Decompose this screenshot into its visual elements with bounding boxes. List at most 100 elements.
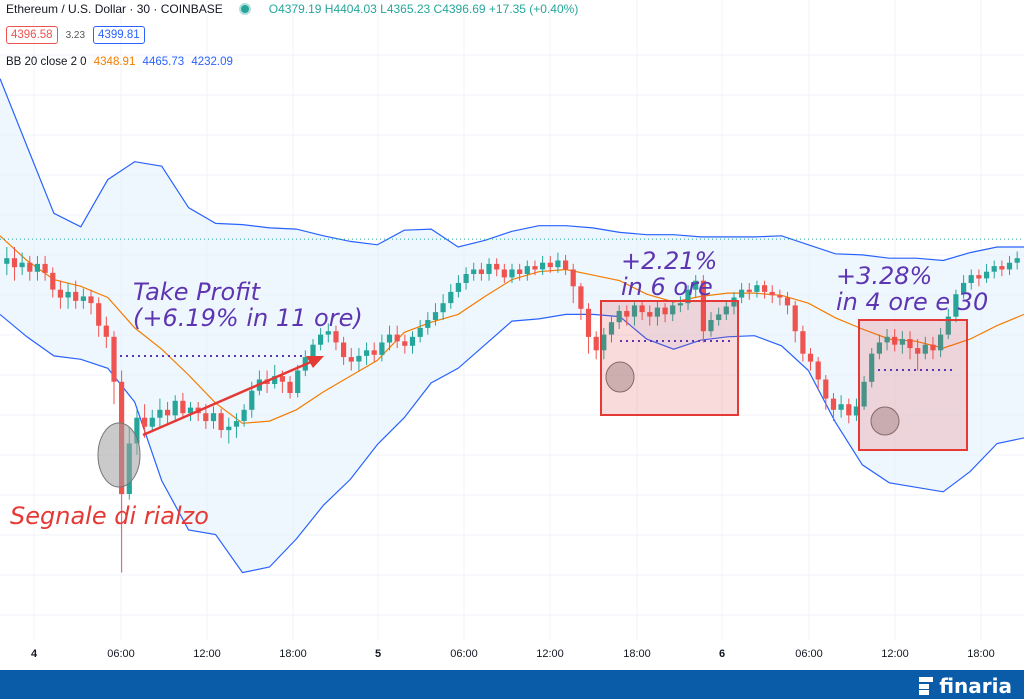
candle-body [532,266,538,270]
candle-body [608,322,615,335]
candle-body [631,305,638,317]
bb-upper-line [0,78,1024,262]
chart-header: Ethereum / U.S. Dollar · 30 · COINBASE O… [6,2,578,16]
x-tick-label: 06:00 [107,648,135,660]
candle-body [341,342,347,358]
candle-body [249,390,255,410]
candle-body [853,406,859,416]
candle-body [708,320,714,332]
candle-body [455,282,461,292]
symbol-title[interactable]: Ethereum / U.S. Dollar · 30 · COINBASE [6,2,223,16]
candle-body [295,370,301,393]
price-chart[interactable]: 4 06:00 12:00 18:00 5 06:00 12:00 18:00 6 06:00 12… [0,0,1024,670]
candle-body [50,272,56,290]
candle-body [103,325,109,337]
candle-body [65,291,71,298]
candle-body [654,307,660,317]
entry-oval-1 [605,361,635,393]
sell-price-button[interactable]: 4396.58 [6,26,58,44]
candle-body [953,294,959,317]
candle-body [27,262,33,272]
indicator-label: BB 20 close 2 0 [6,56,87,68]
candle-body [846,404,852,416]
candle-body [869,353,875,382]
candle-body [80,296,86,301]
candle-body [157,409,163,418]
bb-middle-value: 4348.91 [93,56,136,68]
x-tick-label: 12:00 [536,648,564,660]
candle-body [111,336,117,382]
candle-body [386,334,393,343]
candle-body [1006,262,1013,270]
candle-body [547,262,553,268]
candle-body [471,269,477,274]
candle-body [899,339,905,345]
take-profit-line2: (+6.19% in 11 ore) [133,304,363,332]
candle-body [57,289,63,298]
candle-body [647,312,653,317]
trend-arrow-head [306,356,324,368]
candle-body [142,417,148,427]
bb-fill [0,78,1024,573]
spread-value: 3.23 [65,29,86,41]
x-tick-label: 6 [719,648,725,660]
x-tick-label: 06:00 [450,648,478,660]
trend-arrow-shaft [142,356,321,437]
candle-body [409,336,416,346]
candle-body [333,331,339,343]
gain2-line2: in 4 ore e 30 [836,288,989,316]
bid-ask: 4396.58 3.23 4399.81 [6,26,145,44]
bb-lower-value: 4232.09 [191,56,233,68]
candle-body [486,263,492,274]
candle-body [991,266,997,272]
x-tick-label: 18:00 [279,648,307,660]
candle-body [915,348,921,354]
candle-body [616,311,622,323]
candle-body [685,289,691,304]
candle-body [478,269,484,274]
candle-body [968,275,974,283]
brand-name: finaria [939,674,1012,698]
candle-body [310,344,316,358]
candle-body [210,413,217,422]
gain1-line2: in 6 ore [621,273,713,301]
entry-oval-2 [870,406,900,436]
candle-body [88,296,94,304]
candle-body [723,306,729,315]
candle-body [938,334,944,351]
candle-body [639,305,645,313]
candle-body [585,308,592,337]
candle-body [830,398,837,410]
finaria-icon [919,677,934,695]
candle-body [670,305,676,315]
candle-body [356,355,362,362]
candle-body [348,357,354,362]
footer-bar: finaria [0,670,1024,699]
candle-body [19,262,25,268]
candle-body [662,307,668,315]
candle-body [555,260,561,268]
candle-body [762,285,768,292]
candle-body [945,316,951,335]
candle-body [876,342,882,354]
x-tick-label: 4 [31,648,38,660]
candle-body [754,285,760,292]
buy-price-button[interactable]: 4399.81 [93,26,145,44]
brand-logo[interactable]: finaria [919,674,1012,698]
candle-body [218,413,224,430]
candle-body [524,266,530,274]
take-profit-line1: Take Profit [133,278,261,306]
candle-body [425,320,431,328]
candle-body [379,342,385,355]
candle-body [907,339,913,349]
candle-body [241,409,247,421]
candle-body [563,260,569,270]
candle-body [203,413,209,422]
gain2-line1: +3.28% [836,262,933,290]
candle-body [172,400,178,416]
candle-body [149,417,155,427]
bollinger-legend[interactable]: BB 20 close 2 0 4348.91 4465.73 4232.09 [6,56,233,68]
candle-body [73,291,79,301]
signal-annotation: Segnale di rialzo [10,502,209,530]
candle-body [976,275,982,279]
